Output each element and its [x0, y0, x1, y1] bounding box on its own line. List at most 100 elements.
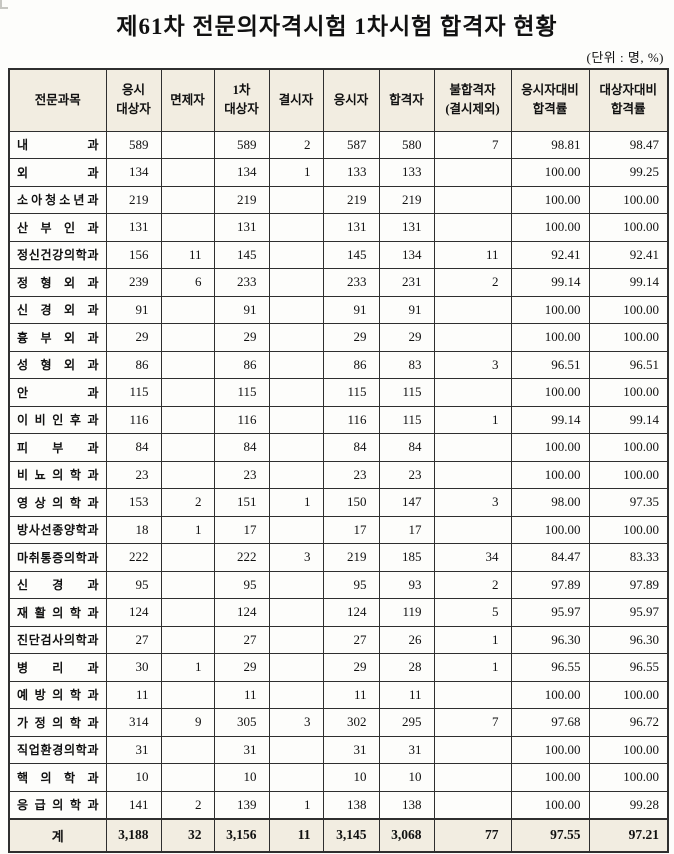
- count-cell: 84: [105, 433, 162, 462]
- pass-rate-cell: 96.55: [588, 653, 669, 682]
- pass-rate-cell: 99.14: [510, 268, 590, 297]
- count-cell: [433, 460, 512, 489]
- count-cell: 11: [268, 817, 324, 852]
- count-cell: [268, 653, 324, 682]
- count-cell: 86: [213, 350, 270, 379]
- specialty-name: 계: [51, 828, 64, 844]
- count-cell: [268, 185, 324, 214]
- pass-rate-cell: 99.14: [588, 405, 669, 434]
- pass-rate-cell: 100.00: [510, 790, 590, 819]
- count-cell: [268, 598, 324, 627]
- count-cell: 219: [322, 185, 380, 214]
- count-cell: [268, 625, 324, 654]
- count-cell: [433, 323, 512, 352]
- count-cell: 116: [105, 405, 162, 434]
- count-cell: 31: [105, 735, 162, 764]
- count-cell: 23: [213, 460, 270, 489]
- count-cell: 29: [322, 653, 380, 682]
- count-cell: 7: [433, 130, 512, 159]
- count-cell: 3,145: [322, 817, 380, 852]
- header-row: 전문과목 응시 대상자 면제자 1차 대상자 결시자 응시자 합격자 불합격자 (결시제외) 응…: [8, 68, 669, 132]
- table-row: 외 과 134 134 1 133 133 100.00 99.25: [8, 158, 669, 187]
- exam-results-table: 전문과목 응시 대상자 면제자 1차 대상자 결시자 응시자 합격자 불합격자 (결시제외) 응…: [8, 68, 669, 853]
- table-row: 직 업 환 경 의 학 과 31 31 31 31 100.00 100.00: [8, 735, 669, 764]
- count-cell: 86: [105, 350, 162, 379]
- count-cell: [433, 295, 512, 324]
- pass-rate-cell: 100.00: [588, 213, 669, 242]
- count-cell: 133: [322, 158, 380, 187]
- pass-rate-cell: 100.00: [510, 378, 590, 407]
- count-cell: 295: [378, 708, 435, 737]
- pass-rate-cell: 98.00: [510, 488, 590, 517]
- column-header: 응시자: [322, 68, 380, 132]
- count-cell: 219: [322, 543, 380, 572]
- count-cell: 314: [105, 708, 162, 737]
- count-cell: 11: [322, 680, 380, 709]
- count-cell: 147: [378, 488, 435, 517]
- pass-rate-cell: 99.14: [510, 405, 590, 434]
- count-cell: 3: [433, 488, 512, 517]
- total-row: 계 3,188 32 3,156 11 3,145 3,068 77 97.55 97.21: [8, 817, 669, 852]
- table-row: 신 경 과 95 95 95 93 2 97.89 97.89: [8, 570, 669, 599]
- page-corner-mark: [0, 0, 8, 9]
- column-header: 면제자: [160, 68, 215, 132]
- count-cell: 27: [322, 625, 380, 654]
- pass-rate-cell: 96.51: [510, 350, 590, 379]
- count-cell: 86: [322, 350, 380, 379]
- count-cell: 151: [213, 488, 270, 517]
- pass-rate-cell: 99.28: [588, 790, 669, 819]
- count-cell: 219: [213, 185, 270, 214]
- table-row: 응 급 의 학 과 141 2 139 1 138 138 100.00 99.28: [8, 790, 669, 819]
- table-row: 영 상 의 학 과 153 2 151 1 150 147 3 98.00 97.35: [8, 488, 669, 517]
- pass-rate-cell: 97.68: [510, 708, 590, 737]
- table-row: 정 형 외 과 239 6 233 233 231 2 99.14 99.14: [8, 268, 669, 297]
- count-cell: 7: [433, 708, 512, 737]
- count-cell: 239: [105, 268, 162, 297]
- pass-rate-cell: 97.35: [588, 488, 669, 517]
- count-cell: 29: [378, 323, 435, 352]
- count-cell: 124: [105, 598, 162, 627]
- table-row: 비 뇨 의 학 과 23 23 23 23 100.00 100.00: [8, 460, 669, 489]
- count-cell: 3: [268, 543, 324, 572]
- count-cell: 29: [213, 653, 270, 682]
- count-cell: 1: [433, 653, 512, 682]
- count-cell: 10: [213, 763, 270, 792]
- count-cell: [160, 295, 215, 324]
- count-cell: [160, 680, 215, 709]
- count-cell: 9: [160, 708, 215, 737]
- count-cell: [268, 295, 324, 324]
- pass-rate-cell: 100.00: [588, 295, 669, 324]
- count-cell: 150: [322, 488, 380, 517]
- count-cell: 29: [213, 323, 270, 352]
- count-cell: 31: [378, 735, 435, 764]
- count-cell: 145: [213, 240, 270, 269]
- table-row: 가 정 의 학 과 314 9 305 3 302 295 7 97.68 96.72: [8, 708, 669, 737]
- table-row: 재 활 의 학 과 124 124 124 119 5 95.97 95.97: [8, 598, 669, 627]
- column-header: 불합격자 (결시제외): [433, 68, 512, 132]
- count-cell: 77: [433, 817, 512, 852]
- count-cell: [433, 185, 512, 214]
- count-cell: 3,156: [213, 817, 270, 852]
- count-cell: 2: [433, 570, 512, 599]
- count-cell: [433, 158, 512, 187]
- count-cell: 1: [160, 653, 215, 682]
- count-cell: [433, 763, 512, 792]
- pass-rate-cell: 96.30: [510, 625, 590, 654]
- count-cell: 115: [213, 378, 270, 407]
- count-cell: 124: [322, 598, 380, 627]
